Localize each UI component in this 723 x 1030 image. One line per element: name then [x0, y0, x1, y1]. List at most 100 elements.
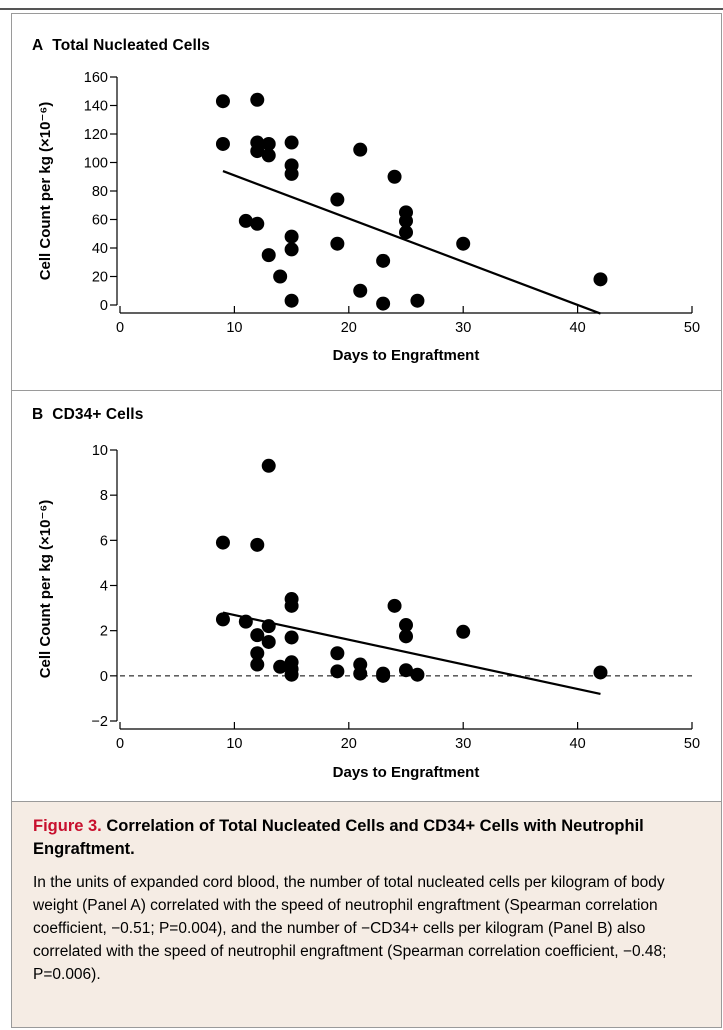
- data-point: [215, 94, 230, 109]
- x-tick-label: 40: [570, 320, 586, 336]
- data-point: [330, 664, 345, 679]
- data-point: [353, 666, 368, 681]
- data-point: [593, 272, 608, 287]
- panel-a-title-text: Total Nucleated Cells: [52, 37, 211, 54]
- y-axis-label: Cell Count per kg (×10⁻⁶): [37, 102, 54, 281]
- data-point: [399, 663, 413, 678]
- data-point: [456, 624, 471, 639]
- data-point: [353, 142, 368, 157]
- y-tick-label: 2: [100, 624, 108, 640]
- caption-body: In the units of expanded cord blood, the…: [33, 874, 667, 983]
- y-tick-label: 8: [100, 488, 108, 504]
- regression-line: [222, 170, 601, 315]
- caption-title-text: Correlation of Total Nucleated Cells and…: [33, 817, 644, 858]
- x-axis-label: Days to Engraftment: [333, 347, 480, 364]
- y-tick-label: 60: [92, 213, 108, 229]
- panel-divider: [12, 390, 721, 391]
- data-point: [456, 236, 471, 251]
- data-point: [250, 144, 265, 159]
- y-tick-label: 160: [84, 70, 108, 86]
- panel-b-chart: −2 0 2 4 6 8 10 0 10 20 30 40 50 Days to Engraftment C…: [37, 443, 700, 781]
- data-point: [376, 668, 391, 683]
- panel-b-title-text: CD34+ Cells: [52, 406, 144, 423]
- data-point: [273, 269, 288, 284]
- data-point: [387, 169, 402, 184]
- x-tick-label: 50: [684, 736, 700, 752]
- caption-title: Figure 3. Correlation of Total Nucleated…: [33, 815, 703, 861]
- x-tick-label: 10: [226, 320, 242, 336]
- data-point: [376, 253, 391, 268]
- panel-b-title: B CD34+ Cells: [32, 406, 143, 424]
- y-tick-label: 4: [100, 579, 108, 595]
- x-tick-label: 20: [341, 736, 357, 752]
- y-tick-label: 140: [84, 99, 108, 115]
- y-tick-label: 100: [84, 156, 108, 172]
- x-tick-label: 50: [684, 320, 700, 336]
- y-tick-label: 80: [92, 184, 108, 200]
- x-tick-label: 20: [341, 320, 357, 336]
- x-tick-label: 10: [226, 736, 242, 752]
- data-point: [284, 135, 299, 150]
- y-axis-label: Cell Count per kg (×10⁻⁶): [37, 500, 54, 679]
- caption-figure-label: Figure 3.: [33, 817, 102, 835]
- y-tick-label: 120: [84, 127, 108, 143]
- figure-frame: A Total Nucleated Cells 0 20 40 60 80 100 120 14…: [11, 13, 722, 1028]
- panel-a-chart: 0 20 40 60 80 100 120 140 160 0 10 20 30 40 50 Days to …: [37, 70, 700, 364]
- top-rule: [0, 8, 723, 10]
- data-point: [399, 618, 413, 633]
- data-point: [261, 148, 276, 163]
- y-tick-label: 20: [92, 270, 108, 286]
- data-point: [284, 667, 299, 682]
- data-point: [250, 92, 265, 107]
- data-point: [238, 213, 253, 228]
- y-tick-label: 0: [100, 298, 108, 314]
- y-tick-label: 0: [100, 669, 108, 685]
- data-point: [250, 537, 265, 552]
- data-point: [215, 612, 230, 627]
- data-point: [215, 136, 230, 151]
- panel-a-title: A Total Nucleated Cells: [32, 37, 210, 55]
- y-tick-label: 6: [100, 533, 108, 549]
- x-tick-label: 0: [116, 736, 124, 752]
- x-tick-label: 30: [455, 320, 471, 336]
- data-point: [399, 629, 413, 644]
- x-tick-label: 40: [570, 736, 586, 752]
- regression-line: [222, 611, 601, 695]
- data-point: [261, 634, 276, 649]
- x-axis-label: Days to Engraftment: [333, 764, 480, 781]
- data-point: [399, 213, 413, 228]
- data-point: [353, 283, 368, 298]
- data-point: [261, 248, 276, 263]
- data-point: [250, 657, 265, 672]
- data-point: [284, 630, 299, 645]
- data-point: [387, 598, 402, 613]
- data-point: [284, 598, 299, 613]
- data-point: [593, 665, 608, 680]
- data-point: [250, 628, 265, 643]
- data-point: [284, 242, 299, 257]
- data-point: [215, 535, 230, 550]
- data-point: [330, 646, 345, 661]
- data-point: [376, 296, 391, 311]
- data-point: [261, 619, 276, 634]
- x-tick-label: 30: [455, 736, 471, 752]
- data-point: [250, 216, 265, 231]
- data-point: [284, 229, 299, 244]
- figure-caption: Figure 3. Correlation of Total Nucleated…: [12, 801, 721, 1027]
- data-point: [330, 236, 345, 251]
- data-point: [250, 646, 265, 661]
- data-point: [273, 659, 288, 674]
- data-point: [399, 225, 413, 240]
- y-tick-label: 10: [92, 443, 108, 459]
- x-tick-label: 0: [116, 320, 124, 336]
- data-point: [410, 667, 425, 682]
- data-point: [410, 293, 425, 308]
- panel-a-letter: A: [32, 37, 44, 54]
- data-point: [284, 293, 299, 308]
- data-point: [330, 192, 345, 207]
- data-point: [261, 458, 276, 473]
- data-point: [261, 136, 276, 151]
- data-point: [238, 614, 253, 629]
- y-tick-label: −2: [91, 714, 108, 730]
